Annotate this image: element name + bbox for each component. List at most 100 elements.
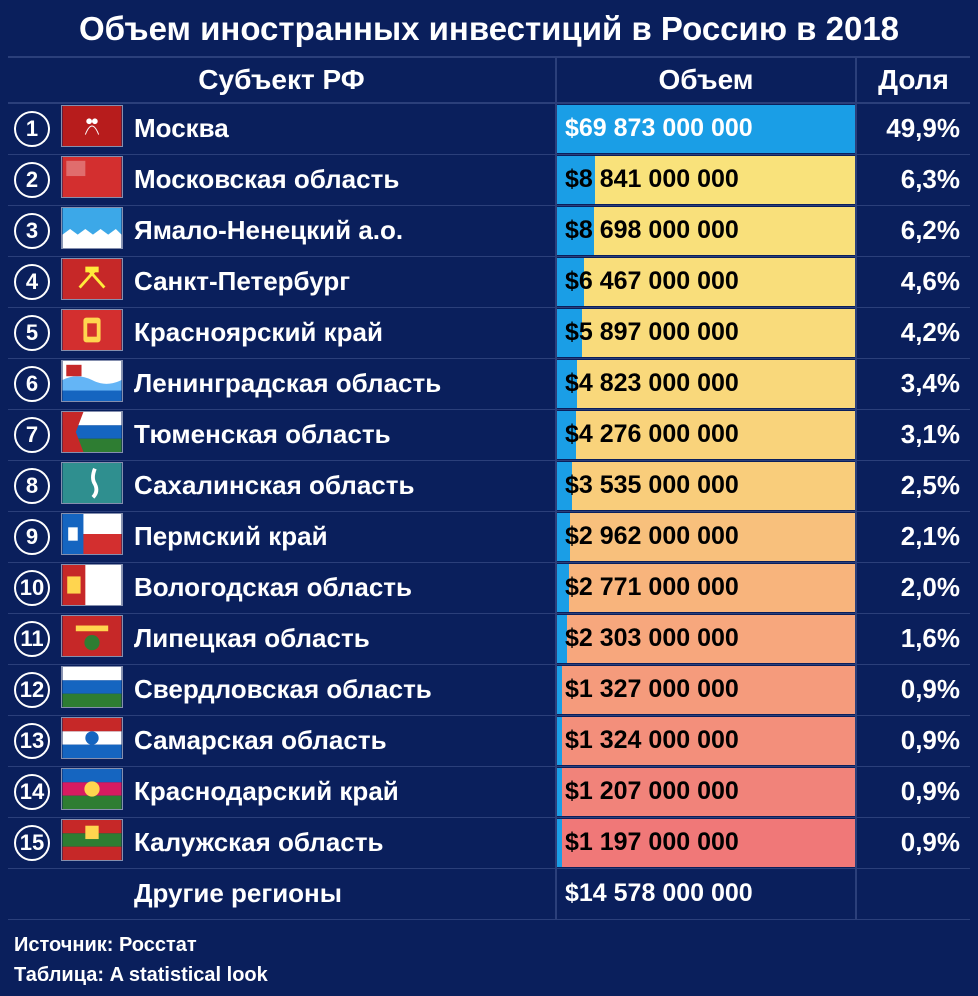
region-name: Москва (128, 103, 556, 154)
rank-badge: 15 (14, 825, 50, 861)
region-name: Другие регионы (128, 868, 556, 919)
volume-cell: $2 962 000 000 (556, 511, 856, 562)
volume-value: $1 327 000 000 (557, 675, 739, 704)
volume-cell: $1 197 000 000 (556, 817, 856, 868)
region-name: Свердловская область (128, 664, 556, 715)
rank-badge: 2 (14, 162, 50, 198)
flag-cell (56, 256, 128, 307)
region-flag-icon (61, 258, 123, 300)
volume-value: $4 276 000 000 (557, 420, 739, 449)
volume-value: $2 771 000 000 (557, 573, 739, 602)
share-value: 2,5% (856, 460, 970, 511)
rank-badge: 6 (14, 366, 50, 402)
flag-cell (56, 817, 128, 868)
rank-badge: 8 (14, 468, 50, 504)
rank-badge: 3 (14, 213, 50, 249)
flag-cell (56, 715, 128, 766)
region-name: Пермский край (128, 511, 556, 562)
rank-cell: 9 (8, 511, 56, 562)
flag-cell (56, 460, 128, 511)
col-volume: Объем (556, 57, 856, 103)
share-value: 2,1% (856, 511, 970, 562)
region-name: Ямало-Ненецкий а.о. (128, 205, 556, 256)
share-value: 1,6% (856, 613, 970, 664)
table-row: 5 Красноярский край$5 897 000 000 4,2% (8, 307, 970, 358)
region-name: Липецкая область (128, 613, 556, 664)
col-share: Доля (856, 57, 970, 103)
table-row: 3 Ямало-Ненецкий а.о.$8 698 000 000 6,2% (8, 205, 970, 256)
volume-cell: $8 698 000 000 (556, 205, 856, 256)
volume-value: $3 535 000 000 (557, 471, 739, 500)
region-name: Краснодарский край (128, 766, 556, 817)
table-row: 13Самарская область$1 324 000 0000,9% (8, 715, 970, 766)
rank-badge: 7 (14, 417, 50, 453)
region-flag-icon (61, 462, 123, 504)
rank-badge: 10 (14, 570, 50, 606)
region-flag-icon (61, 666, 123, 708)
share-value: 2,0% (856, 562, 970, 613)
share-value: 3,4% (856, 358, 970, 409)
flag-cell (56, 409, 128, 460)
rank-badge: 1 (14, 111, 50, 147)
rank-cell: 1 (8, 103, 56, 154)
flag-cell (56, 205, 128, 256)
rank-badge: 11 (14, 621, 50, 657)
rank-cell: 5 (8, 307, 56, 358)
volume-cell: $2 303 000 000 (556, 613, 856, 664)
rank-badge: 5 (14, 315, 50, 351)
table-row-other: Другие регионы$14 578 000 000 (8, 868, 970, 919)
region-name: Московская область (128, 154, 556, 205)
share-value: 4,2% (856, 307, 970, 358)
rank-cell: 14 (8, 766, 56, 817)
region-flag-icon (61, 717, 123, 759)
table-row: 15Калужская область$1 197 000 0000,9% (8, 817, 970, 868)
rank-cell: 12 (8, 664, 56, 715)
region-name: Красноярский край (128, 307, 556, 358)
header-row: Субъект РФ Объем Доля (8, 57, 970, 103)
volume-cell: $69 873 000 000 (556, 103, 856, 154)
rank-cell: 6 (8, 358, 56, 409)
flag-cell (56, 511, 128, 562)
region-name: Вологодская область (128, 562, 556, 613)
volume-value: $8 698 000 000 (557, 216, 739, 245)
volume-value: $5 897 000 000 (557, 318, 739, 347)
region-flag-icon (61, 768, 123, 810)
rank-cell: 8 (8, 460, 56, 511)
rank-cell: 11 (8, 613, 56, 664)
region-flag-icon (61, 105, 123, 147)
footer: Источник: Росстат Таблица: A statistical… (8, 920, 970, 990)
share-value: 0,9% (856, 715, 970, 766)
volume-cell: $4 276 000 000 (556, 409, 856, 460)
region-name: Тюменская область (128, 409, 556, 460)
table-row: 6Ленинградская область$4 823 000 0003,4% (8, 358, 970, 409)
volume-value: $4 823 000 000 (557, 369, 739, 398)
table-container: Объем иностранных инвестиций в Россию в … (0, 0, 978, 996)
volume-value: $6 467 000 000 (557, 267, 739, 296)
table-row: 11 Липецкая область$2 303 000 0001,6% (8, 613, 970, 664)
rank-cell: 3 (8, 205, 56, 256)
volume-value: $69 873 000 000 (557, 114, 753, 143)
page-title: Объем иностранных инвестиций в Россию в … (8, 6, 970, 56)
region-name: Калужская область (128, 817, 556, 868)
share-value: 6,2% (856, 205, 970, 256)
flag-cell (56, 562, 128, 613)
region-flag-icon (61, 819, 123, 861)
rank-badge: 12 (14, 672, 50, 708)
investment-table: Субъект РФ Объем Доля 1 Москва$69 873 000… (8, 56, 970, 920)
volume-cell: $1 327 000 000 (556, 664, 856, 715)
rank-cell: 4 (8, 256, 56, 307)
region-flag-icon (61, 615, 123, 657)
region-flag-icon (61, 411, 123, 453)
rank-cell: 15 (8, 817, 56, 868)
rank-badge: 9 (14, 519, 50, 555)
rank-cell: 2 (8, 154, 56, 205)
table-row: 4Санкт-Петербург$6 467 000 0004,6% (8, 256, 970, 307)
flag-cell (56, 358, 128, 409)
table-row: 14Краснодарский край$1 207 000 0000,9% (8, 766, 970, 817)
col-subject: Субъект РФ (8, 57, 556, 103)
volume-cell: $3 535 000 000 (556, 460, 856, 511)
table-row: 8Сахалинская область$3 535 000 0002,5% (8, 460, 970, 511)
region-flag-icon (61, 309, 123, 351)
region-flag-icon (61, 360, 123, 402)
region-name: Санкт-Петербург (128, 256, 556, 307)
